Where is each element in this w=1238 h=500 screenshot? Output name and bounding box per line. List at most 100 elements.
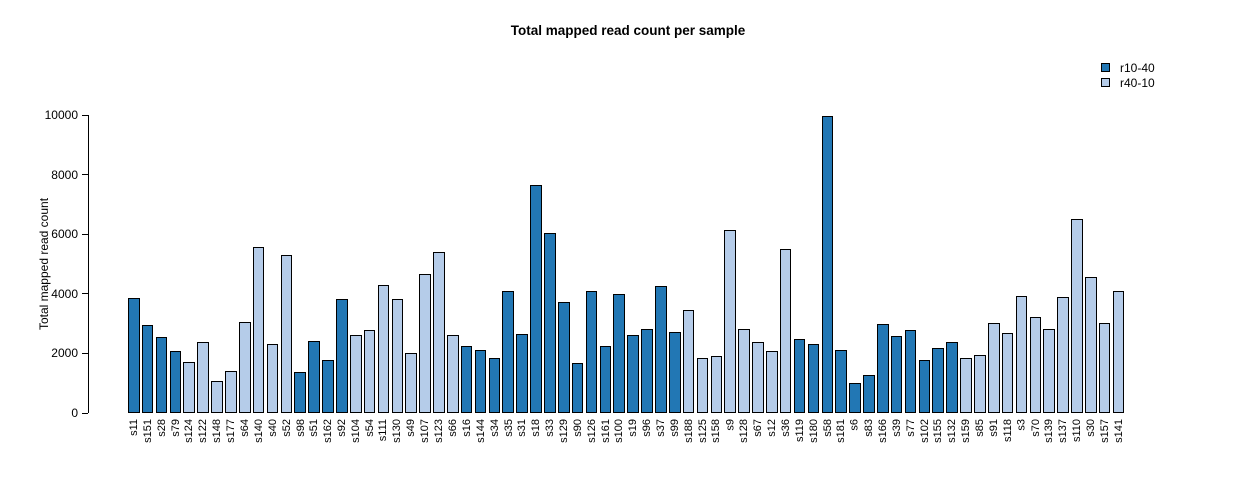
bar-s180 (807, 343, 820, 413)
y-tick-label: 6000 (51, 227, 78, 242)
bar-s54 (363, 329, 376, 413)
bar-s37 (655, 286, 667, 413)
x-tick-label-s139: s139 (1043, 419, 1056, 443)
bar-s51 (308, 340, 320, 413)
x-tick-label-s83: s83 (862, 419, 875, 437)
x-tick-label-s70: s70 (1029, 419, 1042, 437)
bar-s40 (266, 343, 279, 413)
x-tick-label-s79: s79 (169, 419, 182, 437)
bar-s91 (987, 322, 1000, 413)
x-tick-label-s30: s30 (1084, 419, 1097, 437)
x-tick-label-s35: s35 (502, 419, 515, 437)
bar-s157 (1098, 322, 1111, 413)
bar-s129 (557, 302, 570, 413)
y-tick-mark (82, 293, 88, 295)
bar-s162 (322, 359, 334, 413)
x-tick-label-s140: s140 (252, 419, 265, 443)
x-tick-label-s49: s49 (405, 419, 418, 437)
bar-s28 (155, 336, 168, 413)
bar-s118 (1001, 332, 1014, 413)
bar-s70 (1029, 316, 1042, 413)
bar-s140 (252, 247, 265, 413)
bar-s30 (1085, 277, 1097, 413)
x-tick-label-s33: s33 (543, 419, 556, 437)
bar-s141 (1112, 290, 1125, 413)
bar-s107 (419, 274, 431, 413)
legend-swatch-r10-40 (1101, 63, 1110, 72)
y-tick-mark (82, 352, 88, 354)
x-tick-label-s16: s16 (460, 419, 473, 437)
bar-s99 (668, 331, 681, 413)
x-tick-label-s40: s40 (266, 419, 279, 437)
x-tick-label-s161: s161 (599, 419, 612, 443)
y-axis-line (88, 115, 89, 413)
bar-s49 (405, 353, 417, 413)
x-tick-label-s3: s3 (1015, 419, 1028, 431)
x-tick-label-s132: s132 (946, 419, 959, 443)
x-tick-label-s28: s28 (155, 419, 168, 437)
x-tick-label-s58: s58 (821, 419, 834, 437)
x-tick-label-s98: s98 (294, 419, 307, 437)
bar-s161 (599, 345, 612, 413)
x-tick-label-s52: s52 (280, 419, 293, 437)
bar-s35 (502, 291, 515, 413)
bar-s92 (336, 298, 348, 413)
bar-s19 (627, 335, 639, 413)
x-tick-label-s158: s158 (710, 419, 723, 443)
bar-s79 (169, 350, 182, 413)
x-tick-label-s37: s37 (654, 419, 667, 437)
x-tick-label-s159: s159 (960, 419, 972, 443)
x-tick-label-s36: s36 (779, 419, 792, 437)
y-tick-mark (82, 174, 88, 176)
legend-item: r40-10 (1101, 75, 1155, 90)
x-tick-label-s12: s12 (765, 419, 778, 437)
bar-s102 (918, 359, 931, 413)
bar-s66 (447, 334, 459, 413)
x-tick-label-s162: s162 (321, 419, 334, 443)
x-tick-label-s111: s111 (377, 419, 390, 442)
bar-s64 (238, 321, 251, 413)
legend-swatch-r40-10 (1101, 78, 1110, 87)
bar-s100 (613, 293, 626, 413)
bar-s151 (141, 324, 154, 413)
x-tick-label-s137: s137 (1057, 419, 1070, 443)
bar-s132 (946, 341, 958, 413)
bar-s123 (433, 252, 445, 413)
legend-label: r40-10 (1120, 75, 1155, 90)
bar-s36 (779, 249, 792, 413)
bar-s125 (696, 358, 709, 413)
bar-s110 (1071, 219, 1083, 413)
bar-s31 (516, 333, 528, 413)
bar-s6 (849, 383, 861, 413)
x-tick-label-s18: s18 (530, 419, 543, 437)
y-tick-label: 8000 (51, 167, 78, 182)
x-tick-label-s96: s96 (641, 419, 653, 437)
bar-s18 (530, 185, 542, 413)
x-tick-label-s122: s122 (197, 419, 210, 443)
x-tick-label-s129: s129 (557, 419, 570, 443)
x-tick-label-s151: s151 (141, 419, 154, 443)
x-tick-label-s123: s123 (432, 419, 445, 443)
x-tick-label-s119: s119 (793, 419, 806, 443)
x-tick-label-s181: s181 (835, 419, 848, 443)
x-tick-label-s110: s110 (1070, 419, 1083, 443)
x-tick-label-s107: s107 (419, 419, 432, 443)
bar-s111 (377, 284, 390, 413)
bar-s122 (197, 342, 209, 413)
x-tick-label-s90: s90 (571, 419, 584, 437)
x-tick-label-s177: s177 (224, 419, 237, 443)
x-tick-label-s188: s188 (682, 419, 695, 443)
x-tick-label-s144: s144 (474, 419, 487, 443)
bar-s11 (128, 297, 140, 413)
bar-s181 (835, 349, 847, 413)
bar-s177 (225, 370, 237, 413)
x-tick-label-s9: s9 (724, 419, 737, 431)
bar-s12 (766, 350, 778, 413)
bar-s16 (460, 345, 473, 413)
bar-s90 (571, 362, 584, 413)
bar-s77 (904, 330, 917, 413)
x-tick-label-s124: s124 (183, 419, 196, 443)
bar-s83 (863, 375, 875, 413)
x-tick-label-s64: s64 (238, 419, 251, 437)
